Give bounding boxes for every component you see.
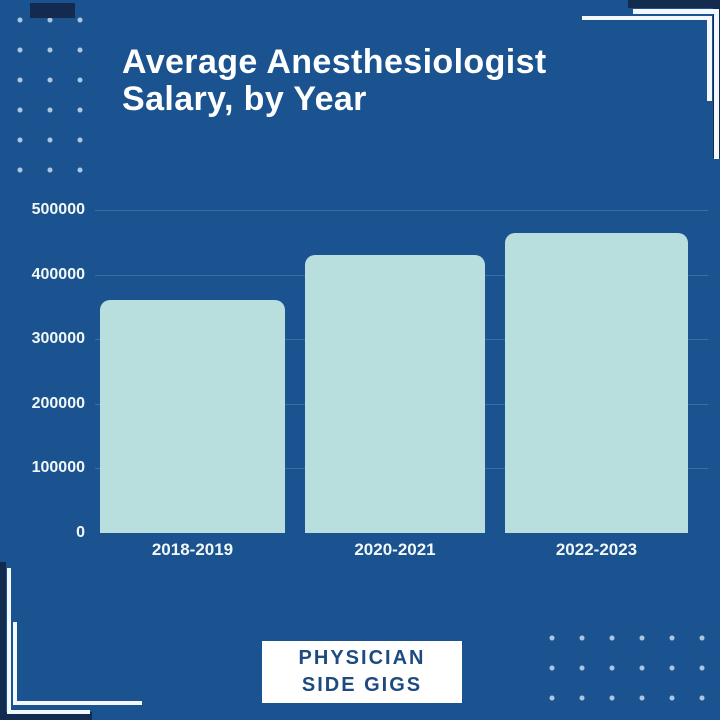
corner-navy-strip-bottom-left-horizontal xyxy=(0,712,92,720)
y-axis-tick-label: 400000 xyxy=(31,265,85,283)
corner-navy-mark-top-left xyxy=(30,3,75,18)
corner-bracket-top-right-outer xyxy=(633,9,719,159)
gridline-500000 xyxy=(95,210,708,211)
chart-title-line1: Average Anesthesiologist xyxy=(122,43,547,81)
chart-title: Average Anesthesiologist Salary, by Year xyxy=(122,44,642,118)
y-axis-tick-label: 0 xyxy=(76,524,85,541)
corner-bracket-bottom-left-inner xyxy=(13,622,142,705)
corner-bracket-top-right-inner xyxy=(582,16,712,101)
y-axis-tick-label: 300000 xyxy=(31,330,85,348)
x-axis-tick-label: 2020-2021 xyxy=(354,540,436,559)
y-axis-tick-label: 200000 xyxy=(31,394,85,412)
bar-2020-2021 xyxy=(305,255,485,533)
dot-grid-bottom-right xyxy=(548,634,708,704)
y-axis-tick-label: 100000 xyxy=(31,459,85,477)
dot-grid-top-left xyxy=(16,16,86,176)
bar-2018-2019 xyxy=(100,300,285,533)
corner-bracket-bottom-left-outer xyxy=(7,568,90,714)
chart-title-line2: Salary, by Year xyxy=(122,80,367,118)
corner-navy-strip-top-right-horizontal xyxy=(628,0,720,8)
physician-side-gigs-logo: PHYSICIAN SIDE GIGS xyxy=(262,641,462,703)
corner-navy-strip-bottom-left-vertical xyxy=(0,562,6,720)
logo-text-line1: PHYSICIAN xyxy=(298,647,426,669)
x-axis-tick-label: 2022-2023 xyxy=(555,540,638,559)
x-axis-tick-label: 2018-2019 xyxy=(151,540,234,559)
bar-2022-2023 xyxy=(505,232,688,533)
y-axis-tick-label: 500000 xyxy=(31,201,85,218)
logo-text-line2: SIDE GIGS xyxy=(301,674,423,696)
